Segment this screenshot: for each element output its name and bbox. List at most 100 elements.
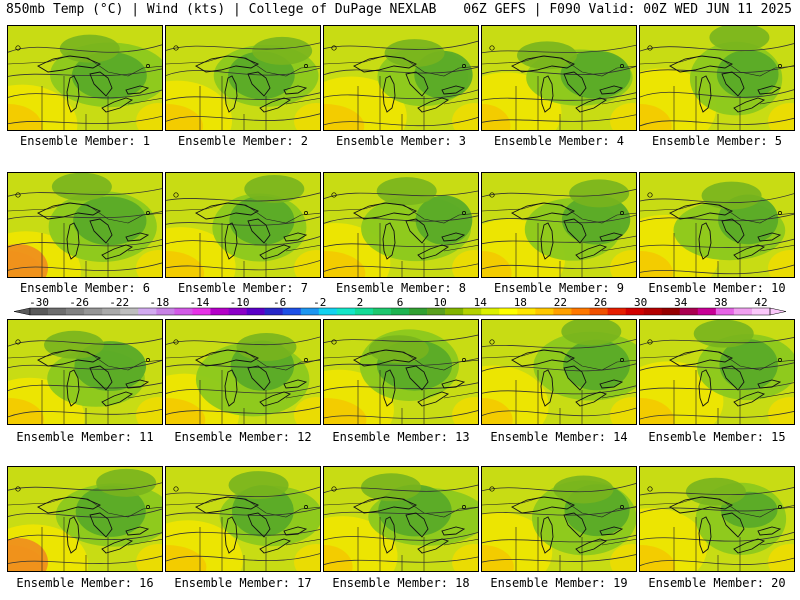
temperature-map bbox=[482, 26, 636, 130]
ensemble-map-panel bbox=[323, 319, 479, 425]
colorbar-tick-label: 14 bbox=[474, 296, 488, 309]
colorbar-swatch bbox=[84, 308, 103, 315]
colorbar-swatch bbox=[102, 308, 121, 315]
ensemble-member-caption: Ensemble Member: 4 bbox=[493, 134, 625, 148]
chart-title: 850mb Temp (°C) | Wind (kts) | College o… bbox=[6, 2, 437, 17]
ensemble-member-caption: Ensemble Member: 7 bbox=[177, 281, 309, 295]
ensemble-member-caption: Ensemble Member: 3 bbox=[335, 134, 467, 148]
colorbar-swatch bbox=[607, 308, 626, 315]
colorbar-swatch bbox=[625, 308, 644, 315]
temperature-map bbox=[640, 467, 794, 571]
colorbar-swatch bbox=[463, 308, 482, 315]
temperature-map bbox=[324, 26, 478, 130]
temperature-map bbox=[166, 467, 320, 571]
ensemble-member-caption: Ensemble Member: 18 bbox=[332, 576, 470, 590]
ensemble-member-caption: Ensemble Member: 14 bbox=[490, 430, 628, 444]
colorbar-swatch bbox=[679, 308, 699, 315]
ensemble-member-caption: Ensemble Member: 11 bbox=[16, 430, 154, 444]
colorbar-tick-label: -6 bbox=[273, 296, 286, 309]
colorbar-swatch bbox=[120, 308, 139, 315]
ensemble-map-panel bbox=[639, 319, 795, 425]
ensemble-map-panel bbox=[165, 25, 321, 131]
temperature-map bbox=[166, 173, 320, 277]
ensemble-member-caption: Ensemble Member: 17 bbox=[174, 576, 312, 590]
colorbar-swatch bbox=[571, 308, 590, 315]
colorbar-swatch bbox=[715, 308, 735, 315]
ensemble-map-panel bbox=[7, 319, 163, 425]
ensemble-member-caption: Ensemble Member: 5 bbox=[651, 134, 783, 148]
temperature-map bbox=[640, 320, 794, 424]
colorbar-swatch bbox=[192, 308, 211, 315]
ensemble-map-panel bbox=[7, 466, 163, 572]
temperature-map bbox=[8, 320, 162, 424]
temperature-map bbox=[8, 173, 162, 277]
colorbar-right-arrow bbox=[769, 307, 787, 316]
colorbar-swatch bbox=[156, 308, 175, 315]
colorbar-tick-label: -10 bbox=[230, 296, 250, 309]
ensemble-member-caption: Ensemble Member: 10 bbox=[648, 281, 786, 295]
colorbar-swatch bbox=[228, 308, 247, 315]
ensemble-member-caption: Ensemble Member: 2 bbox=[177, 134, 309, 148]
temperature-map bbox=[8, 26, 162, 130]
model-run-info: 06Z GEFS | F090 Valid: 00Z WED JUN 11 20… bbox=[463, 2, 792, 17]
ensemble-member-caption: Ensemble Member: 20 bbox=[648, 576, 786, 590]
colorbar-swatch bbox=[661, 308, 681, 315]
colorbar-tick-label: -2 bbox=[313, 296, 326, 309]
colorbar-tick-label: 6 bbox=[397, 296, 404, 309]
ensemble-map-panel bbox=[639, 466, 795, 572]
colorbar-swatch bbox=[390, 308, 410, 315]
temperature-map bbox=[166, 320, 320, 424]
colorbar-swatch bbox=[427, 308, 446, 315]
colorbar-tick-label: 10 bbox=[433, 296, 446, 309]
colorbar-swatch bbox=[282, 308, 302, 315]
colorbar-swatch bbox=[30, 308, 49, 315]
ensemble-member-caption: Ensemble Member: 12 bbox=[174, 430, 312, 444]
ensemble-map-panel bbox=[323, 25, 479, 131]
temperature-map bbox=[324, 320, 478, 424]
colorbar-swatch bbox=[354, 308, 374, 315]
temperature-map bbox=[482, 467, 636, 571]
ensemble-member-caption: Ensemble Member: 1 bbox=[19, 134, 151, 148]
ensemble-map-panel bbox=[481, 25, 637, 131]
colorbar-swatch bbox=[535, 308, 554, 315]
colorbar-tick-label: 18 bbox=[514, 296, 527, 309]
colorbar-swatch bbox=[517, 308, 536, 315]
ensemble-member-caption: Ensemble Member: 19 bbox=[490, 576, 628, 590]
ensemble-map-panel bbox=[323, 172, 479, 278]
colorbar-tick-label: -26 bbox=[69, 296, 89, 309]
colorbar-tick-label: 22 bbox=[554, 296, 567, 309]
colorbar-swatch bbox=[751, 308, 771, 315]
colorbar-tick-label: 26 bbox=[594, 296, 607, 309]
colorbar-tick-label: 34 bbox=[674, 296, 688, 309]
colorbar-tick-label: -22 bbox=[109, 296, 129, 309]
colorbar-swatch bbox=[264, 308, 283, 315]
colorbar-swatch bbox=[318, 308, 338, 315]
colorbar-swatch bbox=[643, 308, 663, 315]
colorbar-swatch bbox=[409, 308, 428, 315]
colorbar-swatch bbox=[589, 308, 608, 315]
temperature-map bbox=[8, 467, 162, 571]
colorbar-tick-label: 38 bbox=[714, 296, 727, 309]
ensemble-member-caption: Ensemble Member: 16 bbox=[16, 576, 154, 590]
temperature-map bbox=[640, 26, 794, 130]
ensemble-map-panel bbox=[7, 25, 163, 131]
ensemble-map-panel bbox=[481, 319, 637, 425]
temperature-map bbox=[482, 320, 636, 424]
ensemble-map-panel bbox=[165, 172, 321, 278]
ensemble-map-panel bbox=[165, 319, 321, 425]
temperature-colorbar: -30 -26 -22 -18 -14 -10 -6 -2 2 6 10 14 18 22 26 30 34 38… bbox=[13, 296, 787, 316]
temperature-map bbox=[482, 173, 636, 277]
ensemble-map-panel bbox=[323, 466, 479, 572]
colorbar-tick-label: -14 bbox=[190, 296, 210, 309]
ensemble-map-panel bbox=[165, 466, 321, 572]
colorbar-swatch bbox=[733, 308, 753, 315]
colorbar-swatch bbox=[336, 308, 356, 315]
ensemble-member-caption: Ensemble Member: 15 bbox=[648, 430, 786, 444]
colorbar-swatch bbox=[499, 308, 518, 315]
colorbar-tick-label: 42 bbox=[754, 296, 767, 309]
colorbar-tick-label: 2 bbox=[357, 296, 364, 309]
colorbar-left-arrow bbox=[13, 307, 31, 316]
colorbar-swatch bbox=[210, 308, 229, 315]
ensemble-member-caption: Ensemble Member: 8 bbox=[335, 281, 467, 295]
temperature-map bbox=[324, 173, 478, 277]
